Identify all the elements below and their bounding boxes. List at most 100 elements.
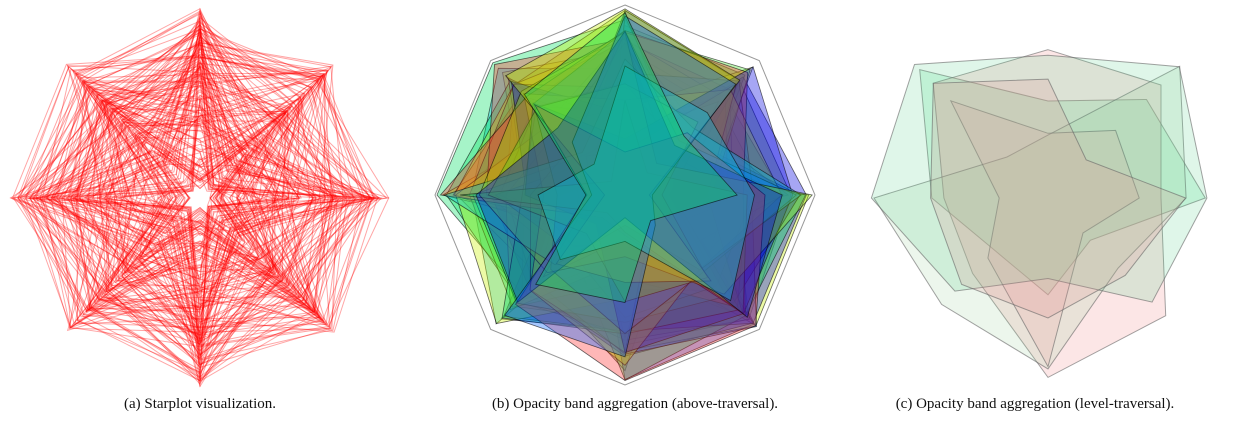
star-line: [9, 68, 241, 361]
star-line: [106, 27, 311, 309]
band: [545, 115, 756, 268]
band: [510, 80, 801, 304]
star-line: [102, 51, 334, 356]
star-line: [70, 80, 288, 328]
band: [475, 30, 783, 318]
star-line: [24, 98, 289, 358]
star-line: [115, 42, 332, 324]
star-line: [107, 118, 327, 291]
band: [499, 106, 785, 252]
star-line: [105, 74, 324, 299]
star-line: [12, 107, 373, 327]
star-line: [76, 81, 246, 313]
star-line: [94, 94, 301, 336]
star-line: [53, 90, 290, 318]
star-line: [46, 40, 374, 334]
star-line: [58, 125, 288, 309]
star-line: [46, 9, 275, 359]
band: [502, 49, 767, 299]
star-line: [43, 57, 278, 349]
star-line: [24, 20, 383, 316]
star-line: [66, 64, 381, 313]
star-line: [102, 152, 295, 277]
star-line: [9, 156, 290, 309]
star-line: [146, 112, 363, 251]
star-line: [101, 74, 358, 344]
star-line: [116, 30, 325, 323]
star-line: [82, 143, 340, 331]
star-line: [60, 39, 348, 333]
star-line: [74, 54, 334, 340]
star-line: [135, 105, 388, 233]
star-line: [98, 121, 255, 287]
star-line: [35, 89, 318, 318]
star-line: [83, 81, 370, 299]
star-line: [63, 99, 280, 304]
star-line: [78, 114, 276, 274]
star-line: [77, 110, 287, 280]
caption: (a) Starplot visualization.: [123, 396, 277, 412]
star-line: [157, 28, 370, 346]
star-line: [39, 104, 231, 311]
band: [504, 15, 737, 358]
star-line: [50, 104, 346, 260]
star-line: [27, 118, 314, 336]
star-line: [124, 99, 272, 274]
star-line: [65, 91, 368, 367]
star-line: [86, 77, 380, 282]
star-line: [29, 65, 233, 333]
star-line: [98, 24, 367, 323]
band: [930, 78, 1187, 319]
star-line: [59, 75, 328, 326]
star-line: [103, 117, 283, 237]
star-line: [39, 10, 321, 325]
star-line: [109, 53, 328, 285]
star-line: [118, 23, 278, 223]
star-line: [23, 66, 344, 329]
star-line: [82, 80, 350, 381]
star-line: [114, 65, 334, 328]
star-line: [39, 48, 356, 329]
band: [505, 79, 740, 270]
star-line: [113, 28, 259, 369]
star-line: [74, 72, 248, 283]
star-line: [78, 118, 351, 313]
star-line: [35, 34, 344, 388]
star-line: [105, 26, 334, 313]
star-line: [32, 66, 317, 315]
star-line: [67, 86, 259, 352]
star-line: [71, 56, 366, 340]
star-line: [106, 70, 329, 292]
star-line: [110, 98, 223, 273]
star-line: [55, 11, 300, 270]
star-line: [96, 110, 273, 385]
star-line: [164, 60, 290, 279]
star-line: [85, 110, 288, 313]
star-line: [75, 28, 322, 321]
star-line: [28, 98, 325, 323]
star-line: [83, 42, 334, 352]
star-line: [20, 36, 250, 286]
band: [873, 65, 1187, 370]
star-line: [76, 21, 327, 373]
star-line: [51, 11, 280, 261]
star-line: [107, 120, 356, 385]
star-line: [74, 24, 277, 328]
star-line: [74, 7, 326, 291]
band: [439, 30, 749, 316]
star-line: [17, 16, 241, 379]
star-line: [109, 106, 274, 272]
star-line: [69, 72, 326, 329]
star-line: [75, 99, 354, 374]
star-line: [56, 34, 277, 382]
star-line: [85, 109, 289, 313]
star-line: [104, 73, 332, 378]
star-line: [83, 30, 272, 306]
band: [533, 30, 798, 335]
star-line: [89, 61, 334, 375]
star-line: [92, 31, 312, 292]
star-line: [139, 7, 332, 305]
star-line: [96, 73, 325, 341]
star-line: [13, 74, 290, 365]
star-line: [82, 14, 317, 335]
